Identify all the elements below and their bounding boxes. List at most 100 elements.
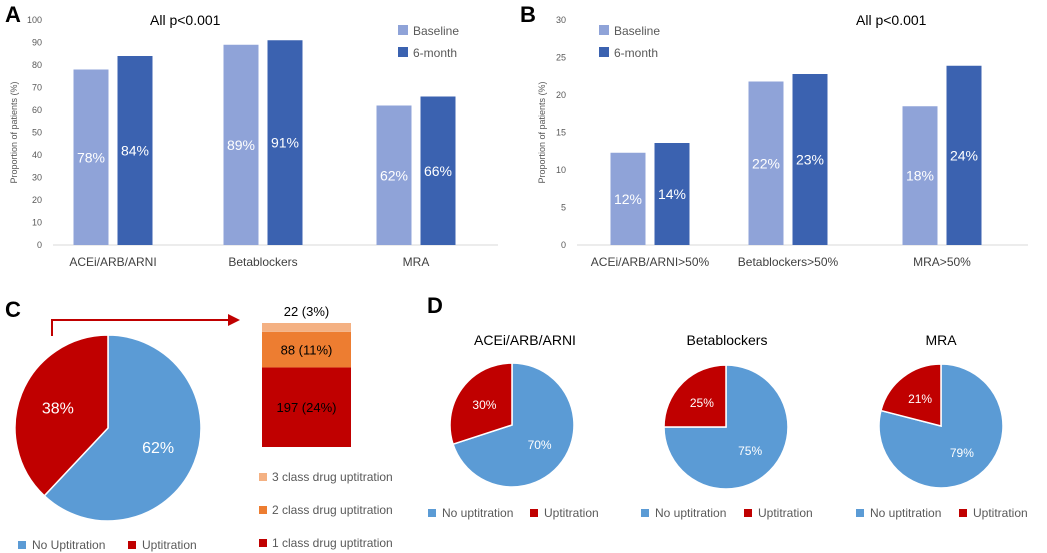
legend-label: No uptitration [655, 506, 726, 520]
bar-data-label: 89% [227, 137, 255, 153]
legend-swatch [959, 509, 967, 517]
legend-swatch [128, 541, 136, 549]
y-axis-label: Proportion of patients (%) [537, 81, 547, 183]
panel-letter-a: A [5, 2, 21, 27]
legend-label: Uptitration [544, 506, 599, 520]
stack-segment-2-class [262, 331, 351, 368]
pie-slice-uptitration [449, 362, 513, 446]
bar-baseline [748, 81, 784, 245]
y-tick-label: 30 [556, 15, 566, 25]
bar-6-month [267, 40, 303, 245]
y-tick-label: 10 [556, 165, 566, 175]
pie-slice-uptitration [663, 364, 727, 428]
y-tick-label: 90 [32, 38, 42, 48]
y-tick-label: 15 [556, 128, 566, 138]
bar-baseline [73, 69, 109, 245]
panel-c: C 62% 38% 197 (24%) 88 (11%) 22 (3%) 3 class d… [5, 297, 393, 552]
bar-data-label: 12% [614, 191, 642, 207]
bar-data-label: 84% [121, 143, 149, 159]
legend-swatch [259, 539, 267, 547]
panel-d: D ACEi/ARB/ARNI 70% 30% No uptitration Uptitr… [427, 293, 1028, 520]
bar-baseline [902, 106, 938, 245]
legend-label: 6-month [413, 46, 457, 60]
legend-swatch [856, 509, 864, 517]
bar-data-label: 23% [796, 152, 824, 168]
bar-baseline [376, 105, 412, 245]
legend-label: 6-month [614, 46, 658, 60]
legend-label: No uptitration [870, 506, 941, 520]
pie-slice-no-uptitration [452, 362, 575, 488]
y-tick-label: 25 [556, 53, 566, 63]
legend-swatch [259, 506, 267, 514]
p-value-annotation: All p<0.001 [856, 12, 927, 28]
legend-label: Uptitration [142, 538, 197, 552]
bar-data-label: 66% [424, 163, 452, 179]
category-label: MRA>50% [913, 255, 971, 269]
stack-segment-label: 197 (24%) [277, 400, 337, 415]
bar-data-label: 18% [906, 168, 934, 184]
arrow-line [51, 319, 228, 336]
pie-title: Betablockers [687, 332, 768, 348]
legend-swatch [398, 25, 408, 35]
legend-swatch [744, 509, 752, 517]
legend-swatch [18, 541, 26, 549]
bar-baseline [610, 152, 646, 245]
bar-6-month [946, 65, 982, 245]
panel-letter-b: B [520, 2, 536, 27]
pie-slice-label: 75% [738, 444, 762, 458]
legend-swatch [428, 509, 436, 517]
legend-label: 1 class drug uptitration [272, 536, 393, 550]
legend-swatch [259, 473, 267, 481]
y-tick-label: 100 [27, 15, 42, 25]
legend-swatch [599, 25, 609, 35]
stack-segment-3-class [262, 323, 351, 332]
y-tick-label: 40 [32, 150, 42, 160]
bar-data-label: 91% [271, 135, 299, 151]
bar-data-label: 14% [658, 186, 686, 202]
y-tick-label: 0 [37, 240, 42, 250]
legend-label: Baseline [614, 24, 660, 38]
legend-swatch [641, 509, 649, 517]
arrow-head [228, 314, 240, 326]
panel-letter-d: D [427, 293, 443, 318]
stack-segment-label: 88 (11%) [281, 343, 333, 358]
bar-baseline [223, 44, 259, 245]
bar-data-label: 24% [950, 147, 978, 163]
category-label: ACEi/ARB/ARNI>50% [591, 255, 710, 269]
pie-slice-label: 38% [42, 400, 74, 417]
y-tick-label: 50 [32, 128, 42, 138]
bar-data-label: 62% [380, 167, 408, 183]
legend-swatch [398, 47, 408, 57]
pie-slice-label: 79% [950, 446, 974, 460]
bar-data-label: 22% [752, 155, 780, 171]
y-tick-label: 70 [32, 83, 42, 93]
category-label: MRA [403, 255, 430, 269]
y-tick-label: 60 [32, 105, 42, 115]
y-tick-label: 80 [32, 60, 42, 70]
pie-slice-label: 30% [472, 398, 496, 412]
panel-letter-c: C [5, 297, 21, 322]
legend-label: No Uptitration [32, 538, 105, 552]
y-axis-label: Proportion of patients (%) [9, 81, 19, 183]
pie-slice-no-uptitration [43, 334, 202, 522]
y-tick-label: 5 [561, 203, 566, 213]
bar-6-month [792, 74, 828, 245]
pie-slice-label: 70% [528, 438, 552, 452]
legend-label: Uptitration [973, 506, 1028, 520]
pie-slice-uptitration [14, 334, 109, 497]
panel-b: B 0 5 10 15 20 25 30 Proportion of patients (%) A… [520, 2, 1028, 269]
y-tick-label: 20 [32, 195, 42, 205]
legend-label: 3 class drug uptitration [272, 470, 393, 484]
pie-slice-label: 21% [908, 392, 932, 406]
category-label: Betablockers>50% [738, 255, 839, 269]
category-label: ACEi/ARB/ARNI [69, 255, 156, 269]
category-label: Betablockers [228, 255, 297, 269]
pie-title: MRA [925, 332, 957, 348]
y-tick-label: 0 [561, 240, 566, 250]
pie-slice-uptitration [880, 363, 942, 427]
bar-data-label: 78% [77, 149, 105, 165]
pie-title: ACEi/ARB/ARNI [474, 332, 576, 348]
y-tick-label: 30 [32, 173, 42, 183]
y-tick-label: 10 [32, 218, 42, 228]
